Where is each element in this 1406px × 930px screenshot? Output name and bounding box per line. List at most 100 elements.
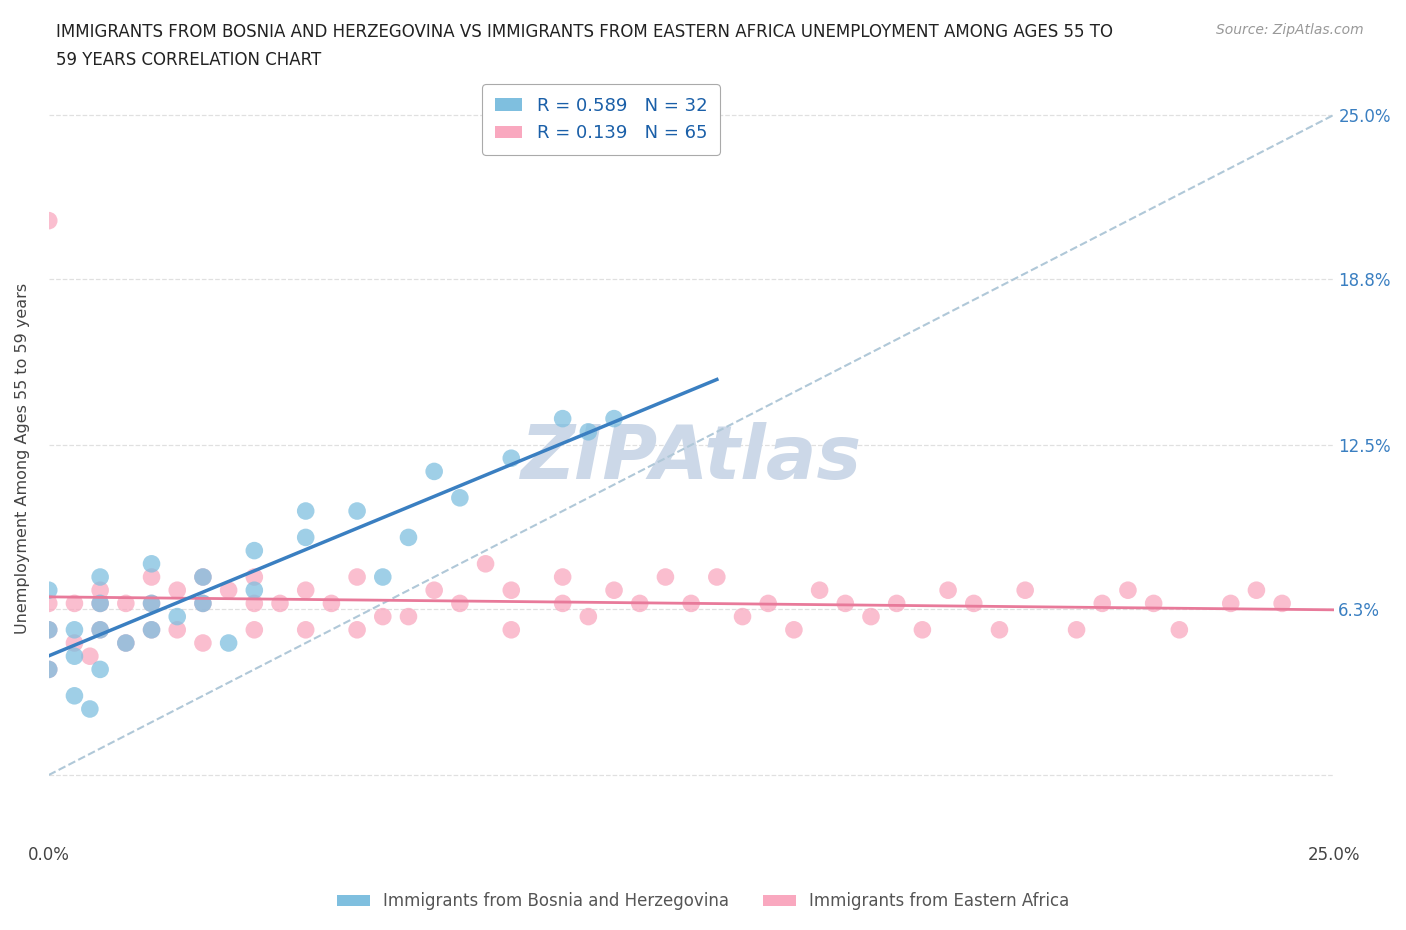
Point	[294, 583, 316, 598]
Point	[243, 583, 266, 598]
Point	[38, 583, 60, 598]
Point	[706, 569, 728, 584]
Point	[859, 609, 882, 624]
Text: ZIPAtlas: ZIPAtlas	[520, 421, 862, 495]
Point	[551, 569, 574, 584]
Point	[681, 596, 703, 611]
Point	[114, 635, 136, 650]
Point	[449, 596, 471, 611]
Point	[1143, 596, 1166, 611]
Point	[243, 622, 266, 637]
Point	[63, 596, 86, 611]
Point	[1116, 583, 1139, 598]
Point	[783, 622, 806, 637]
Point	[191, 596, 214, 611]
Point	[576, 424, 599, 439]
Point	[501, 583, 523, 598]
Point	[654, 569, 676, 584]
Point	[423, 464, 446, 479]
Point	[398, 530, 420, 545]
Point	[1066, 622, 1088, 637]
Point	[551, 596, 574, 611]
Point	[89, 662, 111, 677]
Point	[114, 596, 136, 611]
Point	[346, 569, 368, 584]
Point	[834, 596, 856, 611]
Point	[963, 596, 986, 611]
Point	[1168, 622, 1191, 637]
Point	[243, 596, 266, 611]
Point	[1246, 583, 1268, 598]
Point	[89, 622, 111, 637]
Legend: R = 0.589   N = 32, R = 0.139   N = 65: R = 0.589 N = 32, R = 0.139 N = 65	[482, 85, 720, 154]
Text: IMMIGRANTS FROM BOSNIA AND HERZEGOVINA VS IMMIGRANTS FROM EASTERN AFRICA UNEMPLO: IMMIGRANTS FROM BOSNIA AND HERZEGOVINA V…	[56, 23, 1114, 41]
Point	[141, 596, 163, 611]
Point	[294, 530, 316, 545]
Y-axis label: Unemployment Among Ages 55 to 59 years: Unemployment Among Ages 55 to 59 years	[15, 283, 30, 633]
Point	[218, 635, 240, 650]
Point	[63, 622, 86, 637]
Point	[89, 622, 111, 637]
Point	[166, 609, 188, 624]
Point	[63, 635, 86, 650]
Point	[371, 569, 394, 584]
Point	[191, 596, 214, 611]
Point	[63, 688, 86, 703]
Point	[603, 583, 626, 598]
Point	[1219, 596, 1241, 611]
Point	[1271, 596, 1294, 611]
Point	[576, 609, 599, 624]
Point	[936, 583, 959, 598]
Point	[191, 635, 214, 650]
Point	[38, 662, 60, 677]
Point	[38, 622, 60, 637]
Text: Source: ZipAtlas.com: Source: ZipAtlas.com	[1216, 23, 1364, 37]
Point	[731, 609, 754, 624]
Point	[346, 622, 368, 637]
Point	[294, 503, 316, 518]
Point	[141, 622, 163, 637]
Point	[89, 569, 111, 584]
Point	[449, 490, 471, 505]
Point	[243, 543, 266, 558]
Point	[474, 556, 496, 571]
Point	[628, 596, 651, 611]
Point	[114, 635, 136, 650]
Point	[551, 411, 574, 426]
Point	[166, 583, 188, 598]
Point	[1014, 583, 1036, 598]
Point	[141, 622, 163, 637]
Point	[603, 411, 626, 426]
Point	[886, 596, 908, 611]
Point	[294, 622, 316, 637]
Point	[911, 622, 934, 637]
Point	[141, 569, 163, 584]
Point	[269, 596, 291, 611]
Point	[346, 503, 368, 518]
Point	[1091, 596, 1114, 611]
Point	[371, 609, 394, 624]
Point	[38, 622, 60, 637]
Point	[423, 583, 446, 598]
Point	[79, 701, 101, 716]
Point	[988, 622, 1011, 637]
Point	[321, 596, 343, 611]
Point	[38, 213, 60, 228]
Point	[63, 649, 86, 664]
Legend: Immigrants from Bosnia and Herzegovina, Immigrants from Eastern Africa: Immigrants from Bosnia and Herzegovina, …	[330, 885, 1076, 917]
Point	[141, 556, 163, 571]
Point	[79, 649, 101, 664]
Point	[141, 596, 163, 611]
Point	[89, 596, 111, 611]
Point	[398, 609, 420, 624]
Point	[243, 569, 266, 584]
Point	[166, 622, 188, 637]
Point	[38, 662, 60, 677]
Point	[89, 596, 111, 611]
Point	[218, 583, 240, 598]
Point	[89, 583, 111, 598]
Point	[191, 569, 214, 584]
Text: 59 YEARS CORRELATION CHART: 59 YEARS CORRELATION CHART	[56, 51, 322, 69]
Point	[756, 596, 779, 611]
Point	[501, 451, 523, 466]
